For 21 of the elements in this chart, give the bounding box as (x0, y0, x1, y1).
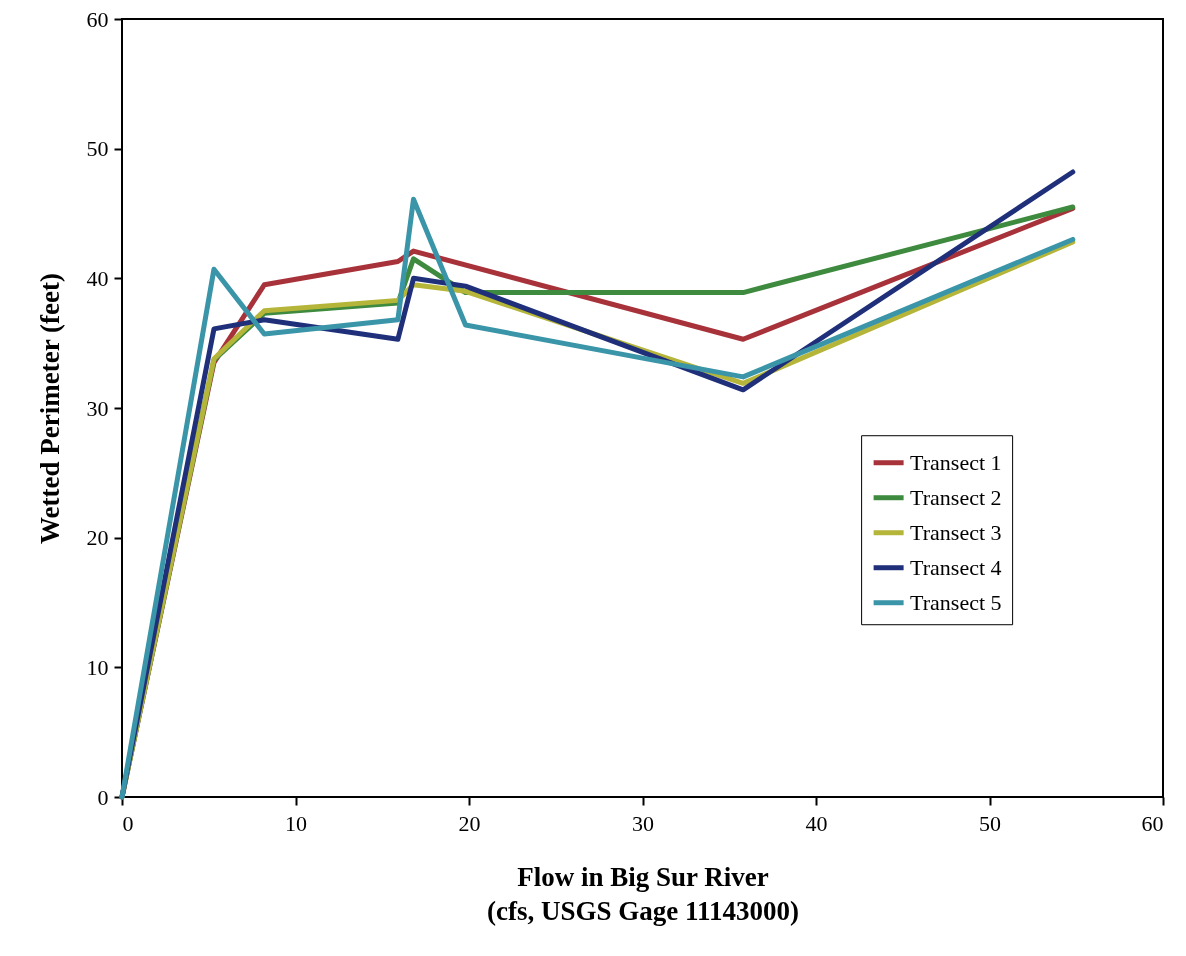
y-tick-label: 40 (86, 265, 109, 291)
y-tick-label: 60 (86, 6, 109, 32)
legend-label: Transect 3 (910, 519, 1002, 545)
x-tick-label: 40 (805, 810, 828, 836)
y-tick-label: 0 (97, 784, 109, 810)
x-tick-label: 0 (122, 810, 134, 836)
y-tick-label: 10 (86, 654, 109, 680)
y-axis-title: Wetted Perimeter (feet) (34, 273, 65, 544)
x-axis-title: Flow in Big Sur River (cfs, USGS Gage 11143000) (486, 861, 800, 926)
y-tick-label: 50 (86, 136, 109, 162)
legend-label: Transect 2 (910, 484, 1002, 510)
legend-label: Transect 4 (910, 554, 1002, 580)
y-tick-label: 30 (86, 395, 109, 421)
x-tick-label: 50 (979, 810, 1001, 836)
legend-label: Transect 1 (910, 449, 1002, 475)
x-tick-label: 60 (1141, 810, 1164, 836)
x-tick-label: 20 (458, 810, 481, 836)
legend-label: Transect 5 (910, 589, 1002, 615)
y-tick-label: 20 (86, 525, 109, 551)
x-tick-label: 30 (632, 810, 654, 836)
x-tick-label: 10 (285, 810, 307, 836)
